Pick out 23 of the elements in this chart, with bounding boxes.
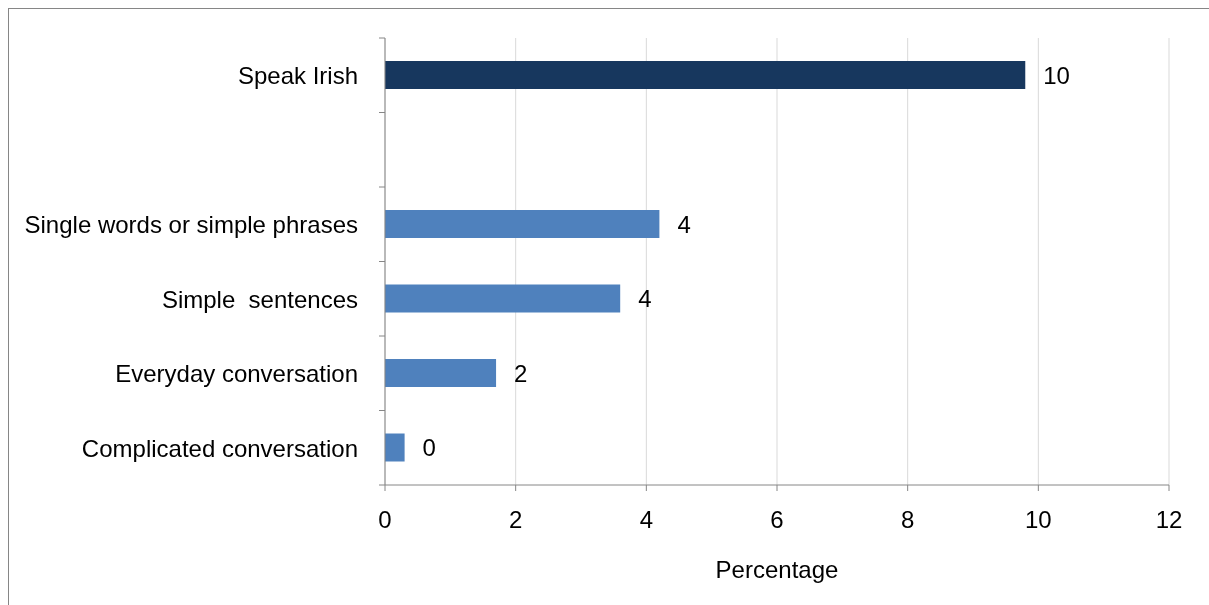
data-label: 4 [638, 285, 652, 313]
data-label: 0 [422, 434, 436, 462]
y-tick-label: Speak Irish [237, 61, 358, 89]
bar [385, 210, 660, 238]
x-tick-label: 4 [639, 506, 654, 534]
y-tick-label: Complicated conversation [81, 434, 358, 462]
x-tick-label: 0 [378, 506, 392, 534]
x-axis-title: Percentage [715, 556, 839, 584]
bar [385, 359, 497, 387]
x-tick-label: 8 [900, 506, 915, 534]
bar [385, 433, 405, 462]
bar [385, 284, 621, 313]
x-tick-label: 10 [1024, 506, 1052, 534]
y-tick-label: Simple sentences [161, 285, 358, 313]
y-tick-label: Everyday conversation [115, 359, 358, 387]
y-tick-label: Single words or simple phrases [24, 210, 358, 238]
x-tick-label: 2 [508, 506, 523, 534]
x-tick-label: 12 [1155, 506, 1183, 534]
data-label: 10 [1043, 61, 1070, 89]
bar [385, 61, 1026, 89]
data-label: 2 [514, 359, 528, 387]
x-tick-label: 6 [770, 506, 784, 534]
data-label: 4 [677, 210, 691, 238]
